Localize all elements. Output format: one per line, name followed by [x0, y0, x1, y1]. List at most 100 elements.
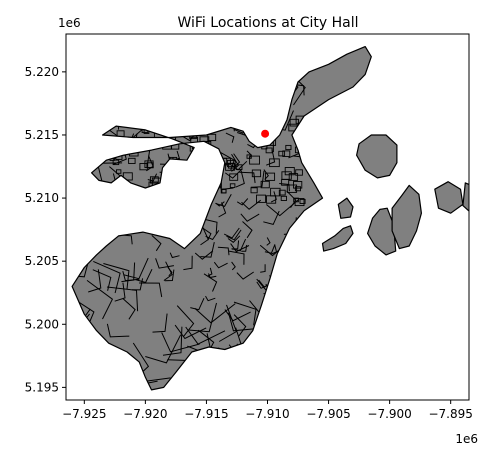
block-boundary [182, 180, 191, 188]
block-boundary [120, 113, 128, 120]
y-tick-label: 5.215 [25, 128, 59, 142]
x-tick-label: −7.905 [306, 407, 350, 421]
block-boundary [162, 140, 170, 147]
tract-boundary [223, 377, 250, 390]
tract-boundary [213, 261, 228, 269]
block-boundary [246, 154, 252, 159]
tract-boundary [298, 132, 322, 160]
tract-boundary [190, 349, 210, 388]
tract-boundary [239, 349, 248, 365]
block-boundary [294, 198, 305, 207]
tract-boundary [225, 66, 264, 91]
tract-boundary [284, 287, 290, 299]
block-boundary [224, 116, 236, 126]
tract-boundary [257, 328, 271, 344]
tract-boundary [228, 312, 261, 332]
block-boundary [203, 186, 213, 195]
tract-boundary [247, 63, 285, 92]
tract-boundary [86, 279, 114, 320]
tract-boundary [107, 77, 121, 105]
block-boundary [201, 191, 208, 197]
tract-boundary [269, 275, 280, 297]
tract-boundary [151, 235, 162, 252]
tract-boundary [263, 293, 280, 304]
tract-boundary [103, 69, 123, 91]
tract-boundary [124, 375, 135, 390]
tract-boundary [233, 301, 257, 326]
tract-boundary [215, 193, 232, 208]
block-boundary [160, 113, 171, 122]
chart-title: WiFi Locations at City Hall [177, 15, 358, 31]
tract-boundary [235, 170, 245, 188]
block-boundary [194, 161, 203, 168]
tract-boundary [236, 271, 254, 280]
tract-boundary [78, 103, 99, 118]
block-boundary [256, 194, 267, 203]
region-island-5 [391, 184, 422, 250]
region-island-6 [434, 181, 464, 214]
tract-boundary [165, 121, 176, 138]
region-island-4 [337, 197, 354, 219]
tract-boundary [231, 153, 240, 172]
tract-boundary [73, 244, 82, 257]
map-regions [71, 45, 469, 391]
tract-boundary [225, 168, 243, 179]
tract-boundary [240, 375, 258, 386]
block-boundary [186, 163, 195, 170]
block-boundary [112, 159, 120, 166]
plot-area: −7.925 −7.920 −7.915 −7.910 −7.905 −7.900 −7.8… [25, 33, 473, 421]
tract-boundary [218, 347, 244, 385]
tract-boundary [134, 81, 158, 94]
tract-boundary [197, 101, 215, 131]
tract-boundary [200, 226, 209, 246]
tract-boundary [86, 92, 97, 104]
wifi-points [261, 129, 270, 138]
block-boundary [229, 173, 239, 181]
tract-boundary [155, 258, 174, 269]
block-boundary [286, 184, 298, 193]
tract-boundary [241, 116, 257, 126]
tract-boundary [221, 104, 238, 114]
tract-boundary [87, 136, 104, 148]
x-tick-label: −7.920 [123, 407, 167, 421]
tract-boundary [97, 195, 106, 212]
block-boundary [196, 118, 202, 123]
y-tick-label: 5.210 [25, 191, 59, 205]
block-boundary [278, 189, 286, 196]
tract-boundary [165, 187, 181, 197]
tract-boundary [163, 384, 182, 390]
tract-boundary [180, 71, 213, 100]
tract-boundary [192, 378, 232, 390]
block-boundary [198, 149, 209, 159]
tract-boundary [239, 359, 264, 390]
block-boundary [278, 121, 285, 127]
tract-boundary [219, 369, 244, 390]
tract-boundary [96, 89, 106, 103]
block-boundary [229, 183, 236, 188]
tract-boundary [95, 95, 110, 105]
block-boundary [182, 181, 191, 189]
block-boundary [173, 189, 184, 198]
tract-boundary [114, 282, 126, 302]
y-tick-label: 5.220 [25, 65, 59, 79]
tract-boundary [242, 221, 253, 239]
tract-boundary [91, 217, 105, 225]
tract-boundary [185, 326, 226, 345]
tract-boundary [207, 267, 213, 277]
block-boundary [136, 196, 143, 201]
block-boundary [269, 158, 280, 168]
tract-boundary [194, 250, 214, 260]
tract-boundary [92, 269, 112, 291]
block-boundary [163, 197, 170, 204]
tract-boundary [183, 206, 198, 222]
block-boundary [288, 173, 299, 181]
tract-boundary [208, 273, 217, 279]
block-boundary [135, 187, 144, 195]
tract-boundary [250, 170, 265, 188]
block-boundary [192, 191, 200, 198]
tract-boundary [122, 270, 140, 282]
tract-boundary [93, 376, 132, 390]
tract-boundary [72, 82, 97, 97]
tract-boundary [122, 298, 136, 320]
tract-boundary [97, 85, 117, 101]
